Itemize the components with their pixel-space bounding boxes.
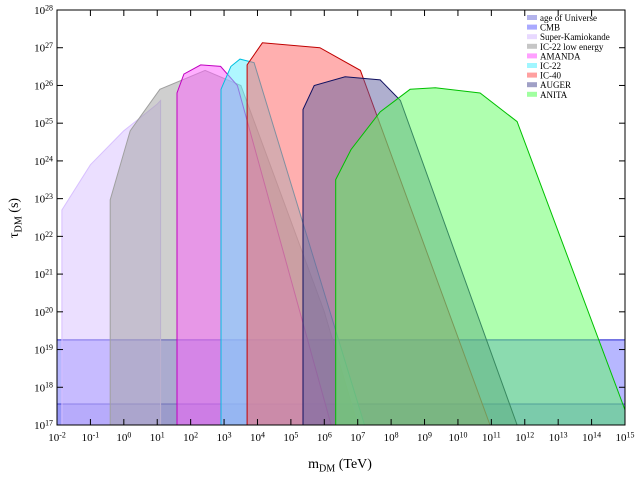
y-tick-label: 1018 — [34, 381, 53, 395]
x-tick-label: 10-1 — [82, 430, 100, 444]
x-axis-label: mDM (TeV) — [308, 457, 372, 475]
plot-regions — [56, 42, 626, 426]
x-tick-label: 100 — [116, 430, 131, 444]
legend-swatch — [527, 43, 537, 49]
x-tick-label: 1015 — [616, 430, 635, 444]
x-tick-label: 1013 — [549, 430, 568, 444]
legend-label: IC-22 — [540, 61, 561, 71]
region — [335, 87, 626, 426]
legend-label: Super-Kamiokande — [540, 32, 610, 42]
legend-label: age of Universe — [540, 13, 597, 23]
legend-swatch — [527, 72, 537, 78]
legend-label: IC-22 low energy — [540, 42, 604, 52]
plot-frame — [56, 9, 626, 426]
x-tick-label: 106 — [317, 430, 332, 444]
x-tick-label: 108 — [384, 430, 399, 444]
legend-swatch — [527, 91, 537, 97]
y-tick-label: 1017 — [34, 418, 53, 432]
x-tick-label: 109 — [417, 430, 432, 444]
y-tick-label: 1025 — [34, 117, 53, 131]
x-tick-label: 102 — [183, 430, 198, 444]
y-tick-label: 1023 — [34, 192, 53, 206]
y-axis-label: τDM (s) — [7, 198, 25, 239]
x-tick-label: 105 — [283, 430, 298, 444]
y-tick-label: 1021 — [34, 268, 53, 282]
x-tick-label: 104 — [250, 430, 265, 444]
y-tick-label: 1020 — [34, 305, 53, 319]
legend-swatch — [527, 15, 537, 20]
y-tick-label: 1024 — [34, 154, 53, 168]
x-tick-label: 1011 — [482, 430, 501, 444]
y-tick-label: 1027 — [34, 41, 53, 55]
legend-label: AUGER — [540, 80, 571, 90]
x-tick-label: 107 — [350, 430, 365, 444]
legend-label: CMB — [540, 23, 560, 33]
x-tick-label: 1010 — [448, 430, 467, 444]
x-tick-label: 10-2 — [48, 430, 66, 444]
x-tick-label: 1014 — [582, 430, 601, 444]
legend-label: IC-40 — [540, 71, 561, 81]
legend-label: AMANDA — [540, 51, 581, 61]
y-tick-label: 1028 — [34, 3, 53, 17]
y-tick-label: 1019 — [34, 343, 53, 357]
legend-swatch — [527, 63, 537, 68]
legend-swatch — [527, 34, 537, 40]
y-tick-label: 1026 — [34, 79, 53, 93]
x-tick-label: 103 — [217, 430, 232, 444]
legend-swatch — [527, 53, 537, 59]
legend-label: ANITA — [540, 90, 568, 100]
legend-swatch — [527, 24, 537, 30]
legend-swatch — [527, 82, 537, 88]
y-tick-label: 1022 — [34, 230, 53, 244]
x-tick-label: 1012 — [515, 430, 534, 444]
x-tick-label: 101 — [150, 430, 165, 444]
